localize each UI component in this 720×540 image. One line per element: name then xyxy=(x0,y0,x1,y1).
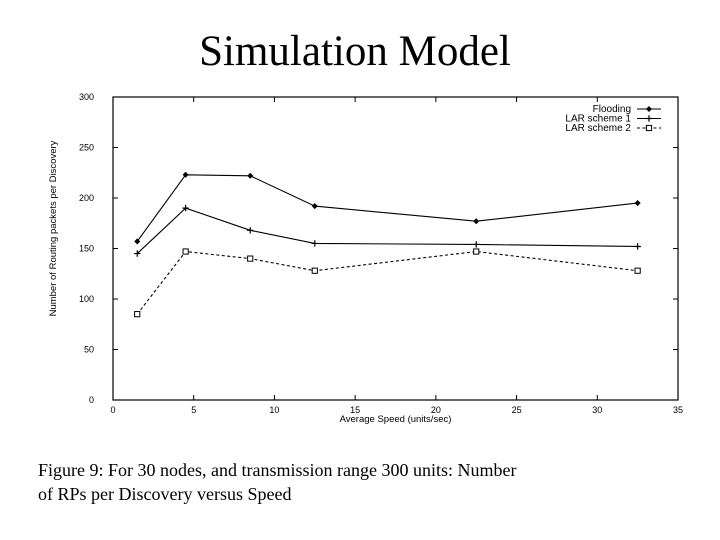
slide-title: Simulation Model xyxy=(199,28,511,75)
data-point xyxy=(134,250,141,257)
data-point xyxy=(182,171,189,178)
y-tick-label: 100 xyxy=(79,294,94,304)
data-point xyxy=(182,248,189,255)
legend-label: LAR scheme 2 xyxy=(565,123,631,134)
data-series xyxy=(134,171,641,318)
data-point xyxy=(311,240,318,247)
data-point xyxy=(473,218,480,225)
y-tick-label: 50 xyxy=(84,345,94,355)
x-tick-label: 15 xyxy=(350,405,360,415)
legend-marker xyxy=(645,105,653,113)
x-tick-label: 20 xyxy=(431,405,441,415)
y-tick-label: 200 xyxy=(79,193,94,203)
series-line xyxy=(136,250,638,315)
data-point xyxy=(634,243,641,250)
data-point xyxy=(247,172,254,179)
legend-marker xyxy=(645,115,653,122)
data-point xyxy=(247,227,254,234)
x-tick-label: 30 xyxy=(592,405,602,415)
series-lar-scheme-2 xyxy=(134,248,641,318)
caption-line-2: of RPs per Discovery versus Speed xyxy=(38,484,292,504)
caption-line-1: Figure 9: For 30 nodes, and transmission… xyxy=(38,460,517,480)
x-tick-label: 10 xyxy=(269,405,279,415)
data-point xyxy=(473,248,480,255)
plot-frame xyxy=(112,96,679,401)
data-point xyxy=(134,238,141,245)
y-tick-label: 0 xyxy=(89,395,94,405)
data-point xyxy=(634,200,641,207)
series-lar-scheme-1 xyxy=(134,204,641,257)
data-point xyxy=(247,255,254,262)
data-point xyxy=(311,203,318,210)
data-point xyxy=(134,311,141,318)
x-tick-label: 25 xyxy=(512,405,522,415)
data-point xyxy=(473,241,480,248)
x-tick-label: 35 xyxy=(673,405,683,415)
series-line xyxy=(136,207,638,254)
data-point xyxy=(634,267,641,274)
figure-caption: Figure 9: For 30 nodes, and transmission… xyxy=(38,458,688,506)
legend-marker xyxy=(645,124,653,132)
y-tick-label: 300 xyxy=(79,92,94,102)
data-point xyxy=(182,204,189,212)
y-tick-label: 250 xyxy=(79,143,94,153)
series-line xyxy=(136,174,638,242)
series-flooding xyxy=(134,171,641,245)
legend-label: Flooding xyxy=(593,104,631,115)
legend-item: LAR scheme 2 xyxy=(565,123,661,134)
x-tick-label: 5 xyxy=(191,405,196,415)
axis-tick-labels: 0 5 10 15 20 25 30 35 0 50 100 150 200 250 300 xyxy=(79,92,683,415)
y-axis-title: Number of Routing packets per Discovery xyxy=(48,140,59,316)
legend-item: Flooding xyxy=(593,104,661,115)
x-axis-title: Average Speed (units/sec) xyxy=(340,414,452,425)
legend-item: LAR scheme 1 xyxy=(565,114,661,125)
legend-label: LAR scheme 1 xyxy=(565,114,631,125)
data-point xyxy=(311,267,318,274)
axis-ticks xyxy=(112,96,679,401)
y-tick-label: 150 xyxy=(79,244,94,254)
x-tick-label: 0 xyxy=(110,405,115,415)
